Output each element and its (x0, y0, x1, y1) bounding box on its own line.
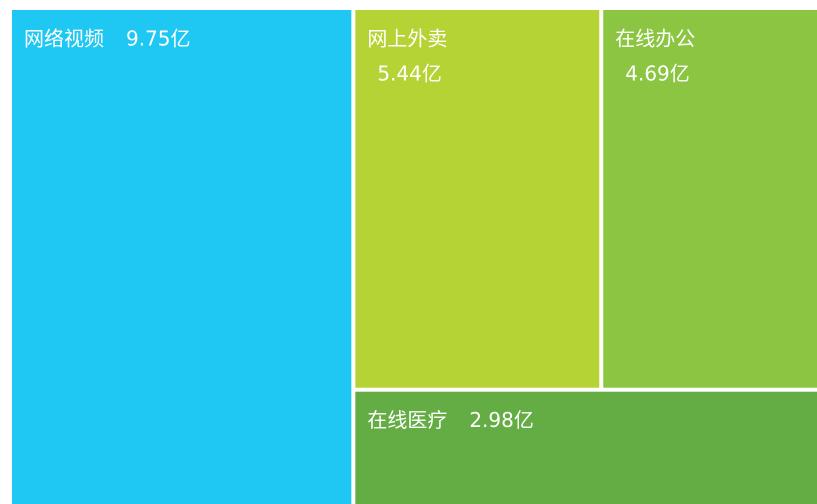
cell-name: 网络视频 (24, 27, 104, 51)
cell-value: 9.75亿 (126, 27, 191, 51)
cell-name: 在线医疗 (367, 408, 447, 432)
cell-value: 4.69亿 (625, 62, 690, 86)
cell-name: 在线办公 (615, 27, 695, 51)
treemap-cell (603, 10, 817, 388)
cell-value: 5.44亿 (377, 62, 442, 86)
treemap-cell (355, 10, 600, 388)
cell-name: 网上外卖 (367, 27, 447, 51)
cell-value: 2.98亿 (469, 408, 534, 432)
treemap-cell (355, 391, 817, 504)
treemap-cell (12, 10, 352, 504)
